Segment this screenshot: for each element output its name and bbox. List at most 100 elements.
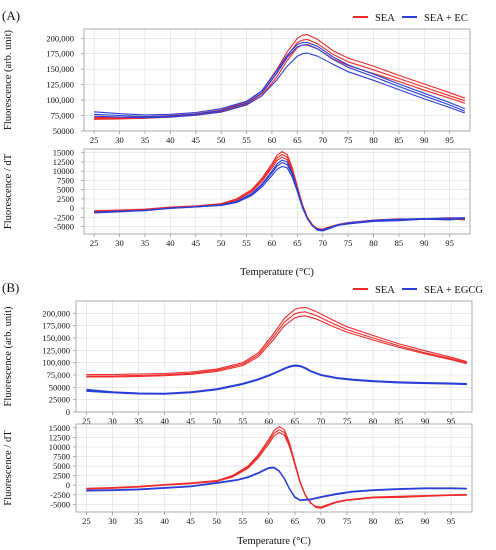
y-tick-label: 175,000 (46, 49, 74, 59)
x-tick-label: 90 (420, 238, 429, 248)
x-tick-label: 65 (291, 516, 300, 526)
legend-label: SEA (375, 285, 395, 296)
y-tick-label: 100,000 (46, 95, 74, 105)
series-line (86, 431, 467, 508)
x-tick-label: 80 (369, 416, 378, 426)
y-tick-label: 15000 (53, 148, 74, 158)
x-tick-label: 60 (268, 135, 277, 145)
x-tick-label: 85 (395, 135, 404, 145)
x-tick-label: 50 (217, 238, 226, 248)
y-tick-label: 150,000 (42, 333, 70, 343)
y-tick-label: 175,000 (42, 321, 70, 331)
y-tick-label: 200,000 (42, 308, 70, 318)
x-axis-label: Temperature (°C) (237, 536, 311, 547)
y-tick-label: -5000 (50, 499, 70, 509)
x-tick-label: 30 (108, 416, 117, 426)
x-tick-label: 25 (90, 135, 99, 145)
y-tick-label: 2500 (57, 194, 74, 204)
series-line (94, 42, 466, 116)
series-line (94, 159, 465, 232)
x-tick-label: 95 (447, 416, 456, 426)
x-tick-label: 35 (141, 135, 150, 145)
y-tick-label: 12500 (49, 432, 70, 442)
x-tick-label: 80 (369, 135, 378, 145)
x-tick-label: 50 (212, 516, 221, 526)
y-tick-label: -2500 (50, 490, 70, 500)
x-tick-label: 75 (344, 135, 353, 145)
y-tick-label: 50000 (53, 126, 74, 136)
y-tick-label: 25000 (49, 395, 70, 405)
x-tick-label: 40 (166, 238, 175, 248)
y-tick-label: 50000 (49, 382, 70, 392)
y-axis-label: Fluorescence (arb. unit) (3, 306, 14, 407)
x-tick-label: 25 (90, 238, 99, 248)
y-tick-label: -2500 (54, 212, 74, 222)
y-axis-label: Fluorescence / dT (3, 430, 14, 506)
y-axis-label: Fluorescence (arb. unit) (3, 30, 14, 131)
x-tick-label: 45 (191, 238, 200, 248)
series-line (94, 165, 465, 231)
series-line (94, 44, 466, 118)
x-tick-label: 30 (115, 238, 124, 248)
y-tick-label: 125,000 (46, 80, 74, 90)
x-tick-label: 45 (186, 516, 195, 526)
x-tick-label: 40 (160, 416, 169, 426)
x-tick-label: 75 (344, 238, 353, 248)
legend-label: SEA (375, 13, 395, 24)
x-tick-label: 35 (134, 416, 143, 426)
x-tick-label: 55 (238, 416, 247, 426)
y-tick-label: 15000 (49, 423, 70, 433)
x-tick-label: 25 (82, 416, 91, 426)
x-tick-label: 40 (160, 516, 169, 526)
y-tick-label: 75,000 (47, 370, 70, 380)
x-tick-label: 80 (369, 238, 378, 248)
x-tick-label: 85 (395, 416, 404, 426)
y-tick-label: 0 (66, 480, 70, 490)
x-tick-label: 50 (212, 416, 221, 426)
x-tick-label: 55 (242, 135, 251, 145)
y-tick-label: 10000 (49, 442, 70, 452)
x-tick-label: 80 (369, 516, 378, 526)
y-tick-label: 0 (70, 203, 74, 213)
series-line (94, 38, 466, 120)
y-tick-label: 5000 (57, 185, 74, 195)
panel-label: (B) (2, 280, 19, 295)
x-tick-label: 35 (141, 238, 150, 248)
x-tick-label: 50 (217, 135, 226, 145)
x-tick-label: 65 (291, 416, 300, 426)
series-line (86, 365, 467, 395)
x-tick-label: 90 (421, 416, 430, 426)
series-line (86, 467, 467, 501)
x-tick-label: 95 (445, 238, 454, 248)
series-line (94, 52, 466, 119)
y-tick-label: 200,000 (46, 33, 74, 43)
y-tick-label: 100,000 (42, 358, 70, 368)
x-tick-label: 85 (395, 516, 404, 526)
x-tick-label: 85 (395, 238, 404, 248)
y-tick-label: 5000 (53, 461, 70, 471)
x-tick-label: 70 (318, 135, 327, 145)
x-tick-label: 60 (268, 238, 277, 248)
x-tick-label: 25 (82, 516, 91, 526)
x-tick-label: 40 (166, 135, 175, 145)
x-tick-label: 75 (343, 416, 352, 426)
series-line (86, 311, 467, 377)
x-tick-label: 55 (242, 238, 251, 248)
y-tick-label: 7500 (53, 452, 70, 462)
panel-label: (A) (2, 8, 20, 23)
x-tick-label: 35 (134, 516, 143, 526)
y-tick-label: 125,000 (42, 345, 70, 355)
plot-frame (75, 423, 473, 513)
y-axis-label: Fluorescence / dT (3, 153, 14, 229)
x-tick-label: 70 (317, 516, 326, 526)
y-tick-label: 150,000 (46, 64, 74, 74)
legend-label: SEA + EGCG (424, 285, 483, 296)
series-line (86, 315, 467, 378)
x-tick-label: 70 (317, 416, 326, 426)
series-line (86, 365, 467, 395)
plot-frame (83, 28, 471, 132)
x-tick-label: 60 (265, 516, 274, 526)
x-tick-label: 95 (447, 516, 456, 526)
x-tick-label: 60 (265, 416, 274, 426)
y-tick-label: 12500 (53, 157, 74, 167)
